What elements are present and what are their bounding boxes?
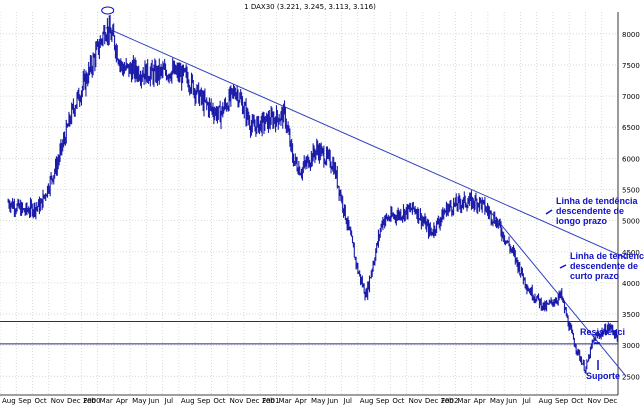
x-tick-label: Aug: [360, 397, 374, 405]
x-tick-label: Dec 2000: [67, 397, 101, 405]
x-tick-label: Jun: [505, 397, 517, 405]
x-tick-label: Mar: [278, 397, 291, 405]
x-tick-label: Dec 2002: [425, 397, 459, 405]
x-tick-label: Sep: [18, 397, 32, 405]
x-tick-label: Sep: [376, 397, 390, 405]
x-tick-label: Feb: [83, 397, 96, 405]
y-tick-label: 2500: [622, 373, 640, 381]
x-tick-label: Mar: [457, 397, 470, 405]
y-tick-label: 5500: [622, 186, 640, 194]
ann-long-line1: Linha de tendência: [556, 196, 639, 206]
y-tick-label: 5000: [622, 218, 640, 226]
x-tick-label: Jun: [147, 397, 159, 405]
y-tick-label: 3000: [622, 342, 640, 350]
trend-line: [479, 198, 627, 377]
y-tick-label: 4000: [622, 280, 640, 288]
y-tick-label: 8000: [622, 31, 640, 39]
x-tick-label: Nov: [51, 397, 65, 405]
ann-short-line1: Linha de tendência: [570, 251, 644, 261]
x-tick-label: Oct: [571, 397, 583, 405]
x-tick-label: Dec 2001: [246, 397, 280, 405]
x-tick-label: May: [490, 397, 504, 405]
x-tick-label: May: [311, 397, 325, 405]
x-tick-label: Jun: [326, 397, 338, 405]
y-tick-label: 6500: [622, 124, 640, 132]
annotation-arrow: [559, 264, 567, 269]
x-tick-label: Feb: [441, 397, 454, 405]
annotations: Linha de tendência descendente de longo …: [556, 196, 644, 381]
y-axis: 2500 3000 3500 4000 4500 5000 5500 6000 6500 7000…: [617, 12, 640, 395]
y-tick-label: 6000: [622, 155, 640, 163]
ann-short-line3: curto prazo: [570, 271, 620, 281]
y-tick-label: 7000: [622, 93, 640, 101]
x-tick-label: May: [132, 397, 146, 405]
x-tick-label: Nov: [230, 397, 244, 405]
x-tick-label: Apr: [295, 397, 307, 405]
x-tick-label: Aug: [539, 397, 553, 405]
peak-marker: [101, 6, 115, 15]
price-series: [7, 6, 619, 375]
chart-title: 1 DAX30 (3.221, 3.245, 3.113, 3.116): [244, 3, 376, 11]
annotation-arrow: [545, 209, 553, 215]
x-tick-label: Jul: [521, 397, 531, 405]
ann-long-line2: descendente de: [556, 206, 624, 216]
x-tick-label: Apr: [474, 397, 486, 405]
x-tick-label: Oct: [392, 397, 404, 405]
y-tick-label: 7500: [622, 62, 640, 70]
ann-resistance: Resistênci: [580, 327, 625, 337]
x-tick-label: Feb: [262, 397, 275, 405]
ann-support: Suporte: [586, 371, 620, 381]
x-tick-label: Sep: [197, 397, 211, 405]
x-tick-label: Dec: [604, 397, 618, 405]
trend-lines: [0, 27, 627, 377]
x-tick-label: Jul: [343, 397, 353, 405]
x-tick-label: Mar: [100, 397, 113, 405]
ann-short-line2: descendente de: [570, 261, 638, 271]
x-tick-label: Sep: [555, 397, 569, 405]
y-tick-label: 3500: [622, 311, 640, 319]
x-tick-label: Aug: [2, 397, 16, 405]
x-tick-label: Jul: [164, 397, 174, 405]
x-tick-label: Oct: [35, 397, 47, 405]
x-tick-label: Apr: [116, 397, 128, 405]
x-tick-label: Oct: [213, 397, 225, 405]
y-tick-label: 4500: [622, 249, 640, 257]
ann-long-line3: longo prazo: [556, 216, 607, 226]
trend-line: [105, 27, 627, 259]
x-tick-label: Aug: [181, 397, 195, 405]
x-tick-label: Nov: [409, 397, 423, 405]
x-tick-label: Nov: [587, 397, 601, 405]
